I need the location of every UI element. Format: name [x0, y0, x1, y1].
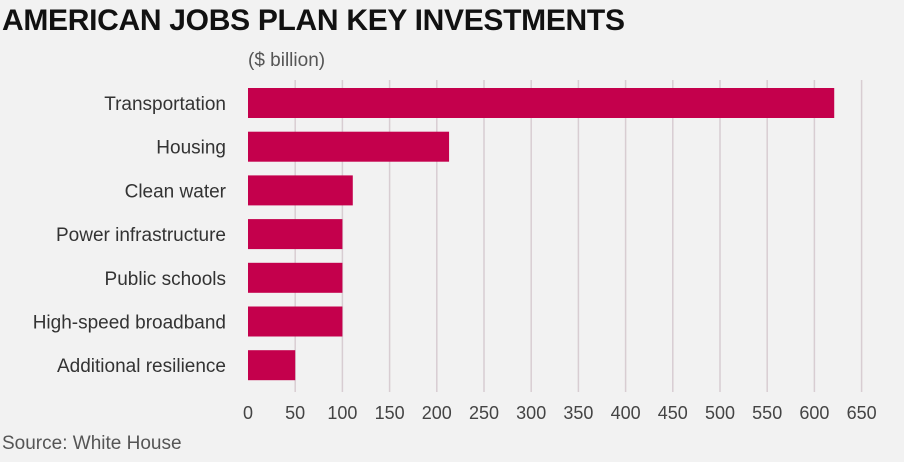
- x-tick-label: 500: [705, 403, 735, 423]
- category-label: Housing: [156, 138, 226, 159]
- x-tick-label: 650: [847, 403, 877, 423]
- x-tick-label: 600: [799, 403, 829, 423]
- x-tick-label: 350: [563, 403, 593, 423]
- category-label: Power infrastructure: [56, 225, 226, 246]
- x-tick-label: 550: [752, 403, 782, 423]
- x-tick-label: 200: [422, 403, 452, 423]
- category-label: High-speed broadband: [33, 313, 226, 334]
- x-axis-ticks: 0 50 100 150 200 250 300 350 400 450 500 550 600 650: [243, 403, 877, 423]
- x-tick-label: 400: [611, 403, 641, 423]
- bar-power-infrastructure: [248, 219, 343, 250]
- bar-public-schools: [248, 262, 343, 293]
- bar-transportation: [248, 88, 835, 118]
- x-tick-label: 250: [469, 403, 499, 423]
- bar-housing: [248, 131, 450, 162]
- source-note: Source: White House: [2, 433, 182, 454]
- category-labels: Transportation Housing Clean water Power in…: [33, 94, 227, 377]
- category-label: Public schools: [105, 269, 226, 290]
- x-tick-label: 450: [658, 403, 688, 423]
- x-tick-label: 100: [327, 403, 357, 423]
- bars: [248, 88, 835, 381]
- category-label: Additional resilience: [57, 356, 226, 377]
- x-tick-label: 150: [375, 403, 405, 423]
- category-label: Transportation: [104, 94, 226, 115]
- bar-high-speed-broadband: [248, 306, 343, 337]
- x-tick-label: 0: [243, 403, 253, 423]
- bar-additional-resilience: [248, 350, 296, 381]
- bar-clean-water: [248, 175, 353, 206]
- category-label: Clean water: [125, 181, 227, 202]
- unit-label: ($ billion): [248, 50, 326, 71]
- chart-title: AMERICAN JOBS PLAN KEY INVESTMENTS: [2, 4, 625, 37]
- x-tick-label: 50: [285, 403, 305, 423]
- gridlines: [294, 80, 863, 392]
- x-tick-label: 300: [516, 403, 546, 423]
